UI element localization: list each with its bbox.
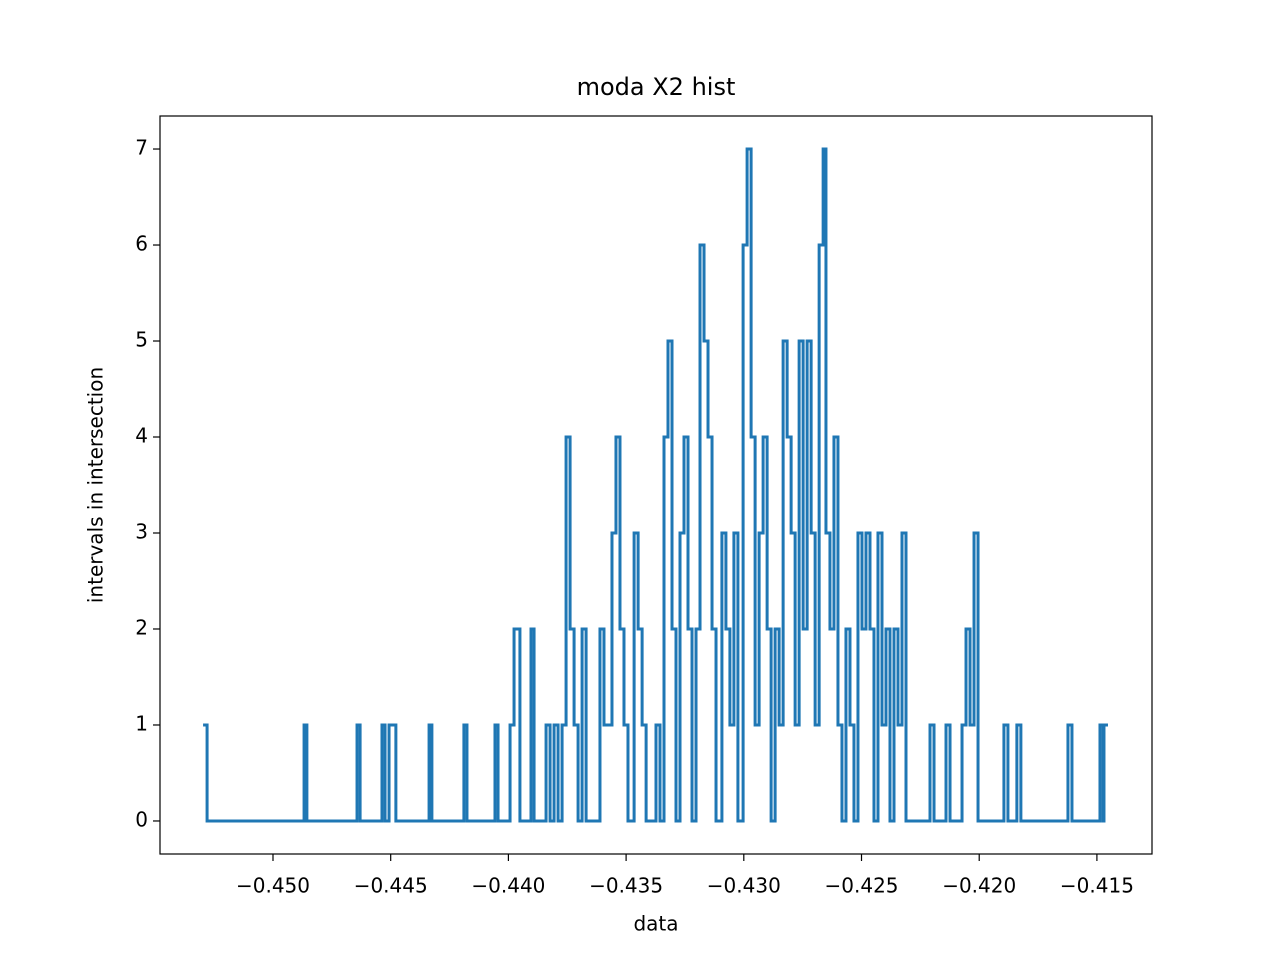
y-tick-label: 4 [135, 424, 148, 448]
x-tick-label: −0.435 [589, 874, 663, 898]
y-tick-label: 0 [135, 807, 148, 831]
y-tick-label: 2 [135, 615, 148, 639]
x-tick-label: −0.445 [354, 874, 428, 898]
y-tick-label: 6 [135, 232, 148, 256]
plot-frame [159, 115, 1153, 855]
x-tick-label: −0.425 [825, 874, 899, 898]
x-tick-label: −0.420 [942, 874, 1016, 898]
y-tick-label: 1 [135, 711, 148, 735]
x-tick-label: −0.430 [707, 874, 781, 898]
y-axis-label: intervals in intersection [84, 367, 108, 603]
y-tick-label: 7 [135, 136, 148, 160]
x-axis-label: data [633, 912, 678, 936]
x-tick-label: −0.450 [236, 874, 310, 898]
x-tick-label: −0.440 [471, 874, 545, 898]
y-tick-label: 3 [135, 519, 148, 543]
step-line [203, 147, 1108, 823]
chart-title: moda X2 hist [577, 73, 736, 101]
y-tick-label: 5 [135, 328, 148, 352]
x-tick-label: −0.415 [1060, 874, 1134, 898]
